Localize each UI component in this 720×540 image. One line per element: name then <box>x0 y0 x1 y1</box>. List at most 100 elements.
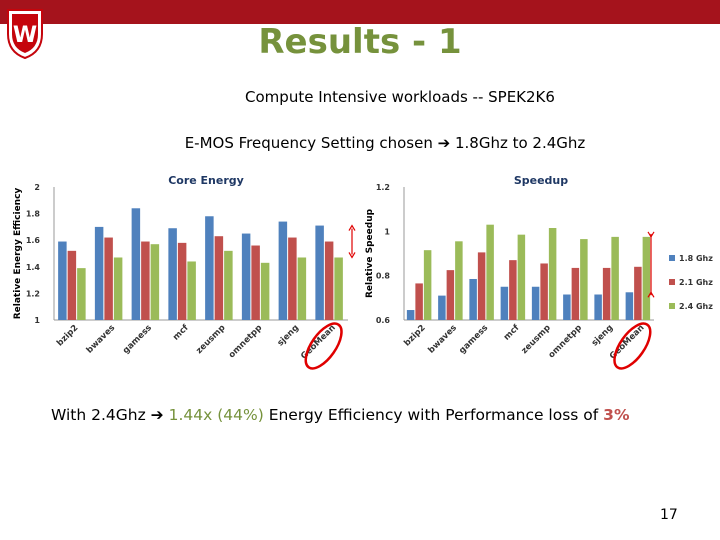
bar-omnetpp-2.1-Ghz <box>251 245 260 320</box>
conclusion-prefix: With 2.4Ghz <box>51 406 151 424</box>
bar-bwaves-1.8-Ghz <box>94 226 104 320</box>
wisconsin-crest-logo: W <box>7 9 43 60</box>
performance-loss: 3% <box>603 406 630 424</box>
legend-label: 2.1 Ghz <box>679 278 713 287</box>
y-axis-label: Relative Speedup <box>365 208 375 298</box>
bar-bwaves-1.8-Ghz <box>438 295 446 320</box>
bar-GeoMean-2.4-Ghz <box>642 236 651 320</box>
conclusion-line: With 2.4Ghz ➔ 1.44x (44%) Energy Efficie… <box>51 406 630 424</box>
x-tick-label: sjeng <box>276 323 301 348</box>
bar-mcf-2.1-Ghz <box>177 242 187 320</box>
top-bar <box>0 0 720 24</box>
bar-zeusmp-2.4-Ghz <box>224 250 233 320</box>
x-tick-label: bwaves <box>85 323 118 356</box>
bar-sjeng-2.1-Ghz <box>602 267 611 320</box>
bar-omnetpp-2.4-Ghz <box>260 262 270 320</box>
page-number: 17 <box>660 507 678 523</box>
right-arrow-icon: ➔ <box>437 134 451 152</box>
x-tick-label: zeusmp <box>194 323 227 356</box>
bar-gamess-2.4-Ghz <box>150 244 160 320</box>
bar-gamess-1.8-Ghz <box>469 278 477 320</box>
arrow-head-down-icon <box>647 231 655 239</box>
arrow-head-up-icon <box>348 224 356 231</box>
speedup-chart: Speedup Relative Speedup 0.6 0.8 1 1.2 bzip2bw… <box>365 174 713 370</box>
frequency-setting-line: E-MOS Frequency Setting chosen ➔ 1.8Ghz … <box>0 134 720 152</box>
bar-GeoMean-1.8-Ghz <box>625 292 634 320</box>
bar-omnetpp-2.4-Ghz <box>580 239 588 320</box>
bar-GeoMean-2.4-Ghz <box>334 257 343 320</box>
x-tick-label: bzip2 <box>55 323 80 348</box>
bar-gamess-2.1-Ghz <box>141 241 150 320</box>
bar-sjeng-1.8-Ghz <box>278 221 288 320</box>
legend-label: 2.4 Ghz <box>679 302 713 311</box>
bar-sjeng-1.8-Ghz <box>594 294 602 320</box>
bar-GeoMean-2.1-Ghz <box>324 241 334 320</box>
bar-mcf-1.8-Ghz <box>500 286 509 320</box>
y-tick-label: 1 <box>384 227 390 236</box>
y-tick-label: 1.6 <box>26 236 41 245</box>
x-tick-label: gamess <box>121 323 154 356</box>
bar-zeusmp-2.1-Ghz <box>540 263 548 320</box>
bar-bzip2-2.1-Ghz <box>67 250 77 320</box>
geomean-highlight-circle <box>613 322 652 370</box>
bar-bzip2-2.4-Ghz <box>423 250 432 320</box>
x-tick-label: gamess <box>457 323 490 356</box>
slide-title: Results - 1 <box>258 22 462 62</box>
legend-swatch <box>669 303 675 309</box>
bar-mcf-2.4-Ghz <box>187 261 196 320</box>
y-tick-label: 1.8 <box>26 210 41 219</box>
y-tick-label: 1.2 <box>26 289 40 298</box>
bar-omnetpp-1.8-Ghz <box>563 294 571 320</box>
x-tick-label: omnetpp <box>547 323 584 360</box>
freq-suffix: 1.8Ghz to 2.4Ghz <box>450 134 586 152</box>
arrow-head-up-icon <box>647 291 655 298</box>
bar-zeusmp-1.8-Ghz <box>531 286 540 320</box>
bar-sjeng-2.4-Ghz <box>297 257 307 320</box>
y-tick-label: 1.4 <box>26 263 41 272</box>
x-tick-label: sjeng <box>590 323 615 348</box>
bar-omnetpp-2.1-Ghz <box>571 267 580 320</box>
bar-bzip2-2.4-Ghz <box>77 268 86 320</box>
freq-prefix: E-MOS Frequency Setting chosen <box>184 134 438 152</box>
bar-sjeng-2.1-Ghz <box>288 237 297 320</box>
x-tick-label: mcf <box>502 323 522 343</box>
geomean-highlight-circle <box>304 322 343 370</box>
bar-bwaves-2.1-Ghz <box>104 237 113 320</box>
y-tick-label: 2 <box>34 183 40 192</box>
chart-title: Speedup <box>514 174 568 187</box>
x-tick-label: omnetpp <box>227 323 264 360</box>
bar-GeoMean-2.1-Ghz <box>634 266 642 320</box>
y-tick-label: 0.8 <box>376 272 391 281</box>
legend-swatch <box>669 255 675 261</box>
bar-omnetpp-1.8-Ghz <box>241 233 251 320</box>
bar-gamess-2.1-Ghz <box>477 252 486 320</box>
bar-zeusmp-1.8-Ghz <box>205 216 214 320</box>
x-tick-label: bzip2 <box>402 323 427 348</box>
y-tick-label: 0.6 <box>376 316 391 325</box>
slide-subtitle: Compute Intensive workloads -- SPEK2K6 <box>245 88 555 106</box>
bar-bzip2-1.8-Ghz <box>406 310 415 320</box>
bar-zeusmp-2.1-Ghz <box>214 236 224 320</box>
bar-mcf-2.1-Ghz <box>509 260 517 320</box>
bar-sjeng-2.4-Ghz <box>611 236 619 320</box>
x-tick-label: mcf <box>171 323 191 343</box>
svg-text:W: W <box>13 23 37 48</box>
arrow-head-down-icon <box>348 252 356 259</box>
bar-mcf-2.4-Ghz <box>517 234 526 320</box>
chart-title: Core Energy <box>168 174 244 187</box>
right-arrow-icon: ➔ <box>150 406 164 424</box>
y-tick-label: 1 <box>34 316 40 325</box>
bar-gamess-2.4-Ghz <box>486 224 494 320</box>
bar-mcf-1.8-Ghz <box>168 228 177 320</box>
legend-swatch <box>669 279 675 285</box>
bar-zeusmp-2.4-Ghz <box>548 228 557 320</box>
y-axis-label: Relative Energy Efficiency <box>13 188 23 320</box>
bar-bzip2-1.8-Ghz <box>58 241 67 320</box>
core-energy-chart: Core Energy Relative Energy Efficiency 1 1.… <box>13 174 356 370</box>
conclusion-mid: Energy Efficiency with Performance loss … <box>263 406 604 424</box>
bar-GeoMean-1.8-Ghz <box>315 225 324 320</box>
energy-gain: 1.44x (44%) <box>163 406 264 424</box>
legend-label: 1.8 Ghz <box>679 254 713 263</box>
bar-bwaves-2.4-Ghz <box>113 257 123 320</box>
bar-bzip2-2.1-Ghz <box>415 283 423 320</box>
